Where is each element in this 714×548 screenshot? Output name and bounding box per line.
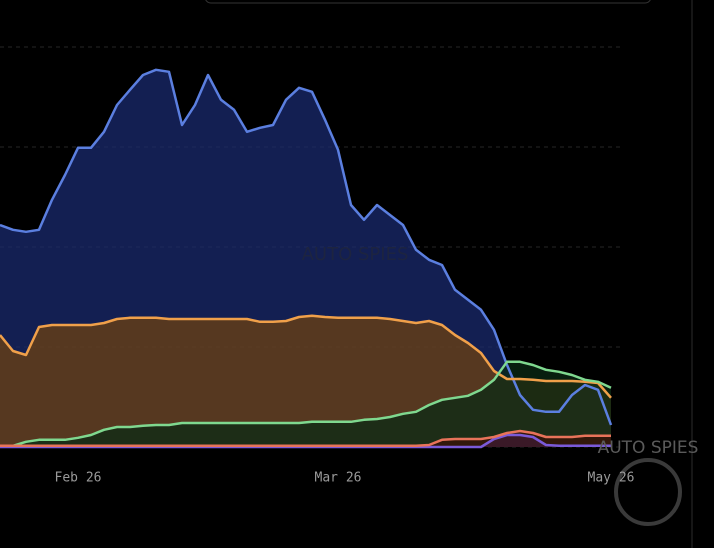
area <box>0 431 611 447</box>
line <box>0 429 611 448</box>
watermark: AUTO SPIES <box>598 438 699 458</box>
line <box>0 314 612 399</box>
watermark-logo <box>614 458 682 526</box>
watermark-center: AUTO SPIES <box>302 244 409 265</box>
x-tick-label: Mar 26 <box>315 471 362 486</box>
x-tick-label: Feb 26 <box>55 471 102 486</box>
x-tick-label: May 26 <box>588 471 635 486</box>
search-box <box>205 0 651 4</box>
line <box>0 360 612 448</box>
line <box>0 68 613 426</box>
